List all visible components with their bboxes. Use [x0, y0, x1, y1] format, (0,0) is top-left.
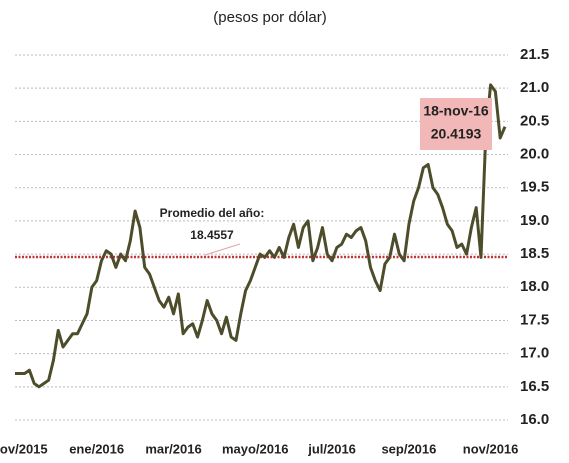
y-tick-label: 18.5 [520, 245, 549, 262]
y-tick-label: 17.0 [520, 345, 549, 362]
highlight-date: 18-nov-16 [423, 103, 489, 119]
x-tick-label: nov/2015 [0, 441, 48, 456]
y-tick-label: 18.0 [520, 278, 549, 295]
series-line [15, 83, 507, 389]
highlight-value: 20.4193 [431, 126, 482, 142]
y-tick-label: 19.0 [520, 212, 549, 229]
y-tick-label: 20.5 [520, 112, 549, 129]
y-tick-label: 20.0 [520, 146, 549, 163]
x-tick-label: sep/2016 [381, 441, 436, 456]
y-tick-label: 21.5 [520, 46, 549, 63]
y-tick-label: 21.0 [520, 79, 549, 96]
y-tick-label: 19.5 [520, 179, 549, 196]
average-value: 18.4557 [190, 228, 234, 242]
y-tick-label: 16.0 [520, 411, 549, 428]
x-tick-label: mayo/2016 [222, 441, 289, 456]
x-tick-label: jul/2016 [307, 441, 356, 456]
x-tick-label: ene/2016 [69, 441, 124, 456]
highlight-box [420, 98, 492, 150]
y-tick-label: 16.5 [520, 378, 549, 395]
x-tick-label: mar/2016 [145, 441, 201, 456]
chart-title: (pesos por dólar) [213, 9, 326, 26]
y-tick-label: 17.5 [520, 311, 549, 328]
average-leader [204, 243, 241, 256]
average-label: Promedio del año: [160, 206, 265, 220]
x-tick-label: nov/2016 [463, 441, 519, 456]
